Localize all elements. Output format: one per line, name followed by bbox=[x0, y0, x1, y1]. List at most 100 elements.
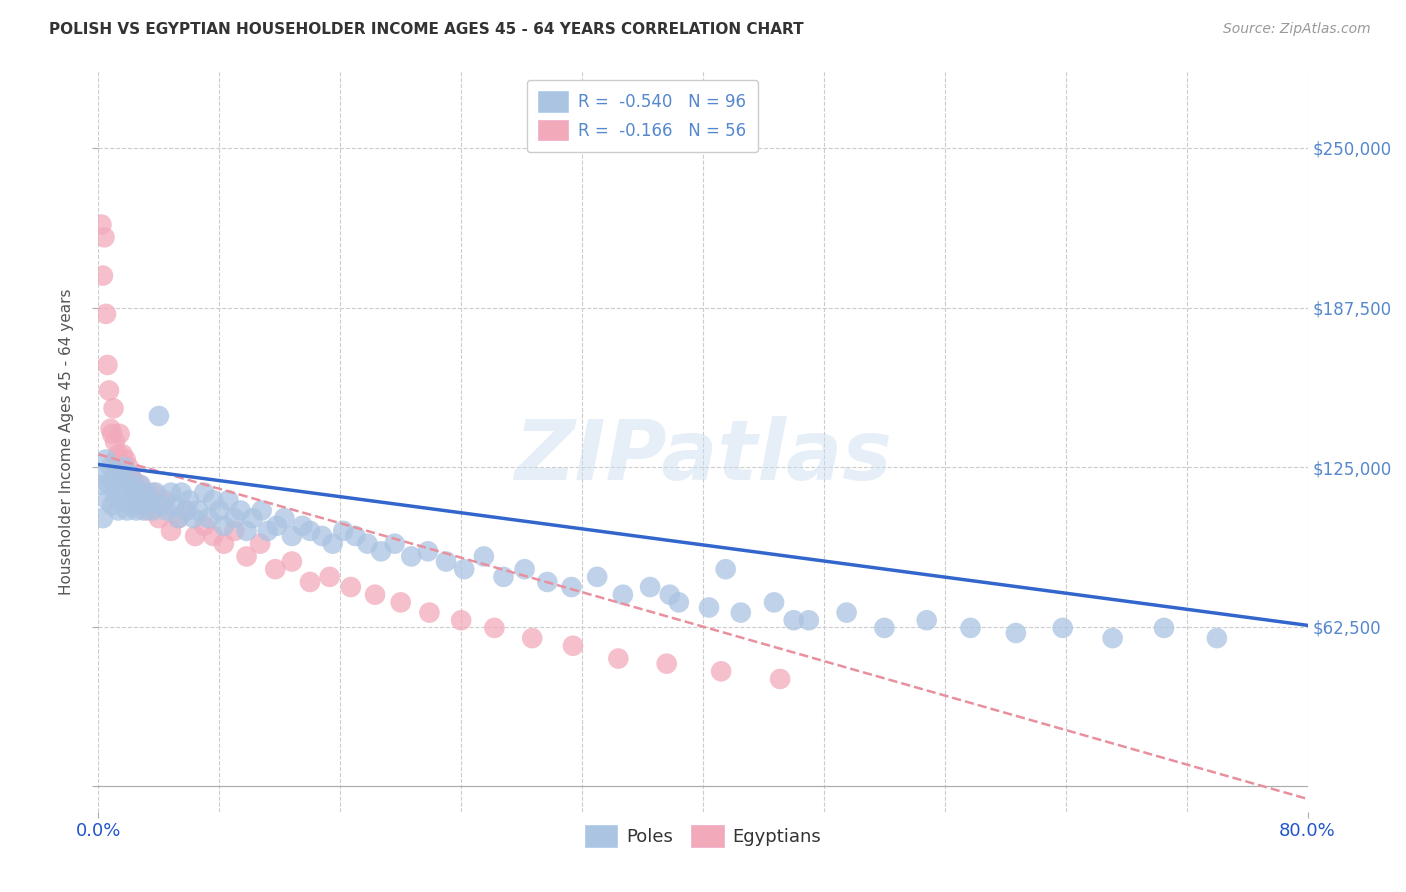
Point bbox=[115, 473, 138, 487]
Point bbox=[472, 549, 495, 564]
Point bbox=[114, 452, 136, 467]
Point bbox=[115, 503, 138, 517]
Point bbox=[174, 503, 197, 517]
Point bbox=[638, 580, 661, 594]
Point bbox=[273, 511, 295, 525]
Point bbox=[120, 467, 142, 482]
Point bbox=[318, 570, 340, 584]
Point bbox=[217, 493, 239, 508]
Point bbox=[266, 518, 288, 533]
Point bbox=[122, 478, 145, 492]
Point bbox=[100, 422, 122, 436]
Point bbox=[513, 562, 536, 576]
Legend: Poles, Egyptians: Poles, Egyptians bbox=[578, 818, 828, 855]
Point bbox=[100, 460, 122, 475]
Point bbox=[299, 524, 322, 538]
Point bbox=[484, 621, 506, 635]
Point bbox=[104, 485, 127, 500]
Point bbox=[114, 478, 136, 492]
Point bbox=[281, 529, 304, 543]
Point bbox=[128, 493, 150, 508]
Point bbox=[1206, 631, 1229, 645]
Point bbox=[1101, 631, 1123, 645]
Point bbox=[835, 606, 858, 620]
Point bbox=[959, 621, 981, 635]
Point bbox=[132, 503, 155, 517]
Point bbox=[291, 518, 314, 533]
Point bbox=[136, 503, 159, 517]
Point bbox=[93, 230, 115, 244]
Point bbox=[193, 518, 215, 533]
Point bbox=[697, 600, 720, 615]
Point bbox=[142, 503, 165, 517]
Point bbox=[299, 574, 322, 589]
Point bbox=[111, 493, 134, 508]
Point bbox=[1052, 621, 1074, 635]
Point bbox=[96, 358, 118, 372]
Point bbox=[364, 588, 387, 602]
Point bbox=[384, 536, 406, 550]
Point bbox=[714, 562, 737, 576]
Point bbox=[110, 460, 132, 475]
Point bbox=[125, 493, 148, 508]
Point bbox=[111, 447, 134, 461]
Point bbox=[121, 499, 143, 513]
Point bbox=[105, 467, 128, 482]
Point bbox=[98, 384, 121, 398]
Point bbox=[264, 562, 287, 576]
Point bbox=[179, 493, 201, 508]
Point bbox=[612, 588, 634, 602]
Text: Source: ZipAtlas.com: Source: ZipAtlas.com bbox=[1223, 22, 1371, 37]
Point bbox=[224, 511, 246, 525]
Point bbox=[125, 503, 148, 517]
Point bbox=[668, 595, 690, 609]
Point bbox=[183, 511, 205, 525]
Point bbox=[90, 218, 112, 232]
Point bbox=[450, 613, 472, 627]
Text: ZIPatlas: ZIPatlas bbox=[515, 416, 891, 497]
Point bbox=[91, 268, 114, 283]
Point bbox=[607, 651, 630, 665]
Point bbox=[124, 493, 146, 508]
Point bbox=[562, 639, 585, 653]
Point bbox=[418, 606, 440, 620]
Point bbox=[94, 307, 117, 321]
Point bbox=[416, 544, 439, 558]
Point bbox=[536, 574, 558, 589]
Point bbox=[170, 485, 193, 500]
Point bbox=[873, 621, 896, 635]
Point bbox=[108, 485, 131, 500]
Point bbox=[202, 493, 225, 508]
Point bbox=[103, 473, 125, 487]
Point bbox=[124, 485, 146, 500]
Point bbox=[340, 580, 363, 594]
Point bbox=[94, 452, 117, 467]
Point bbox=[153, 493, 176, 508]
Point bbox=[730, 606, 752, 620]
Point bbox=[256, 524, 278, 538]
Point bbox=[93, 467, 115, 482]
Point bbox=[107, 447, 129, 461]
Point bbox=[120, 467, 142, 482]
Point bbox=[658, 588, 681, 602]
Point bbox=[344, 529, 367, 543]
Point bbox=[174, 503, 197, 517]
Point bbox=[560, 580, 582, 594]
Point bbox=[184, 529, 207, 543]
Point bbox=[148, 511, 170, 525]
Point bbox=[101, 499, 124, 513]
Point bbox=[212, 536, 235, 550]
Point bbox=[101, 426, 124, 441]
Point bbox=[235, 549, 257, 564]
Point bbox=[135, 485, 157, 500]
Y-axis label: Householder Income Ages 45 - 64 years: Householder Income Ages 45 - 64 years bbox=[59, 288, 75, 595]
Point bbox=[224, 524, 246, 538]
Point bbox=[1005, 626, 1028, 640]
Point bbox=[139, 493, 162, 508]
Point bbox=[187, 503, 209, 517]
Point bbox=[128, 478, 150, 492]
Point bbox=[110, 473, 132, 487]
Point bbox=[769, 672, 792, 686]
Point bbox=[197, 511, 219, 525]
Point bbox=[104, 434, 127, 449]
